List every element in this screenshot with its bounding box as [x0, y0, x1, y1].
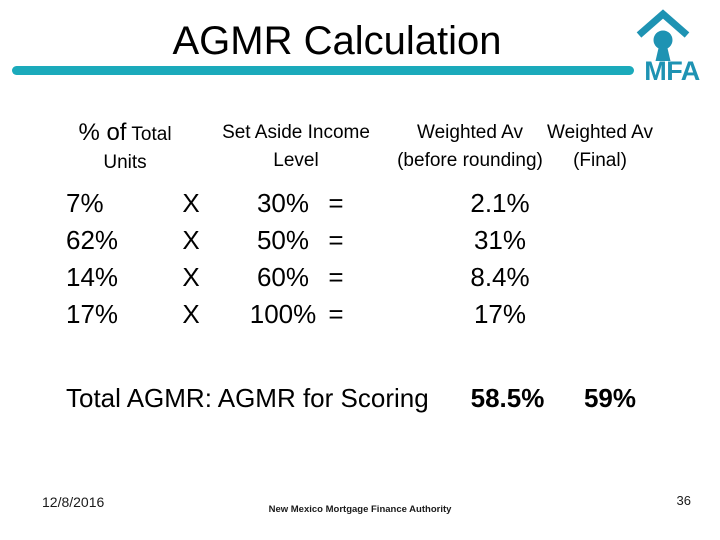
header-weighted-av-before-rounding: Weighted Av (before rounding): [378, 119, 562, 175]
header-units: Units: [103, 152, 147, 173]
cell-set-aside: 60%: [256, 262, 310, 292]
header-weighted-av-2: Weighted Av: [547, 122, 653, 143]
footer-date: 12/8/2016: [42, 494, 105, 510]
header-weighted-av-final: Weighted Av (Final): [536, 119, 664, 175]
cell-equals-sign: =: [328, 225, 344, 255]
cell-weighted-av: 31%: [473, 225, 527, 255]
header-level: Level: [273, 150, 319, 171]
cell-pct-units: 62%: [66, 225, 119, 255]
page-title: AGMR Calculation: [172, 19, 502, 63]
header-weighted-av-1: Weighted Av: [417, 122, 523, 143]
cell-weighted-av: 2.1%: [470, 188, 530, 218]
cell-weighted-av: 17%: [473, 299, 527, 329]
cell-multiply-sign: X: [182, 299, 200, 329]
total-final-value: 59%: [583, 383, 637, 413]
header-total: Total: [131, 124, 172, 145]
header-before-rounding: (before rounding): [397, 150, 543, 171]
header-pct-of: % of: [78, 119, 127, 146]
mfa-house-keyhole-icon: [636, 9, 690, 61]
cell-weighted-av: 8.4%: [470, 262, 530, 292]
total-before-rounding-value: 58.5%: [470, 383, 545, 413]
cell-pct-units: 14%: [66, 262, 119, 292]
header-final: (Final): [573, 150, 627, 171]
cell-multiply-sign: X: [182, 225, 200, 255]
cell-set-aside: 50%: [256, 225, 310, 255]
header-pct-total-units: % of Total Units: [55, 119, 195, 177]
cell-pct-units: 17%: [66, 299, 119, 329]
header-set-aside-income: Set Aside Income: [222, 122, 370, 143]
cell-pct-units: 7%: [66, 188, 104, 218]
header-line: % of Total: [55, 119, 195, 149]
title-divider-line: [12, 66, 634, 75]
cell-multiply-sign: X: [182, 188, 200, 218]
total-agmr-label: Total AGMR: AGMR for Scoring: [66, 383, 429, 413]
mfa-logo-text: MFA: [644, 56, 700, 86]
cell-equals-sign: =: [328, 299, 344, 329]
cell-equals-sign: =: [328, 262, 344, 292]
footer-organization: New Mexico Mortgage Finance Authority: [268, 504, 452, 515]
header-set-aside-income-level: Set Aside Income Level: [212, 119, 380, 175]
cell-set-aside: 30%: [256, 188, 310, 218]
footer-page-number: 36: [676, 493, 691, 508]
cell-set-aside: 100%: [249, 299, 317, 329]
cell-equals-sign: =: [328, 188, 344, 218]
cell-multiply-sign: X: [182, 262, 200, 292]
